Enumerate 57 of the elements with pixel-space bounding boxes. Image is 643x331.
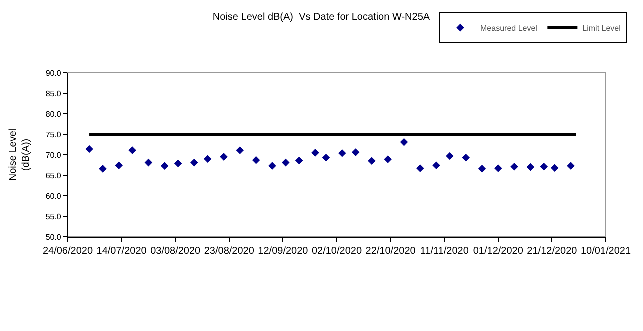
x-tick-label: 14/07/2020 — [96, 246, 148, 257]
point — [220, 153, 228, 161]
point — [282, 158, 290, 167]
y-tick-label: 80.0 — [46, 110, 62, 119]
point — [322, 154, 330, 162]
point — [510, 162, 518, 171]
y-tick-label: 50.0 — [46, 232, 62, 242]
point — [494, 164, 502, 172]
x-tick-label: 10/01/2021 — [580, 246, 632, 257]
y-axis-title: Noise Level (dB(A)) — [8, 128, 32, 182]
point — [338, 149, 346, 158]
point — [352, 148, 360, 156]
y-tick-label: 70.0 — [46, 150, 62, 160]
chart-title: Noise Level dB(A) Vs Date for Location W-N25A — [212, 12, 430, 24]
x-tick-label: 02/10/2020 — [312, 246, 362, 257]
point — [86, 145, 94, 154]
point — [144, 158, 153, 167]
point — [295, 156, 304, 165]
point — [462, 154, 470, 162]
point — [252, 156, 260, 164]
y-tick-label: 65.0 — [46, 171, 62, 180]
legend-label: Measured Level — [480, 24, 538, 33]
x-tick-label: 11/11/2020 — [420, 246, 470, 257]
point — [416, 164, 424, 172]
point — [128, 146, 136, 154]
y-tick-label: 75.0 — [46, 130, 62, 140]
point — [526, 163, 535, 172]
point — [368, 157, 376, 166]
x-tick-label: 12/09/2020 — [258, 246, 309, 257]
x-tick-label: 03/08/2020 — [150, 246, 202, 257]
point — [312, 149, 320, 157]
point — [190, 158, 198, 167]
x-tick-label: 21/12/2020 — [527, 246, 578, 257]
point — [115, 162, 124, 170]
x-tick-label: 22/10/2020 — [366, 246, 416, 257]
point — [550, 164, 559, 172]
x-tick-label: 01/12/2020 — [473, 246, 524, 257]
point — [174, 160, 182, 168]
point — [432, 162, 440, 170]
point — [478, 165, 486, 173]
point — [204, 155, 212, 163]
point — [446, 152, 454, 160]
point — [384, 156, 392, 164]
point — [540, 162, 548, 171]
y-tick-label: 60.0 — [46, 192, 62, 201]
point — [567, 162, 575, 170]
point — [400, 138, 408, 146]
x-tick-label: 23/08/2020 — [204, 246, 255, 257]
point — [160, 162, 169, 170]
y-tick-label: 85.0 — [46, 89, 62, 98]
y-tick-label: 90.0 — [46, 68, 62, 78]
point — [99, 165, 107, 173]
x-tick-label: 24/06/2020 — [42, 246, 94, 257]
point — [236, 146, 244, 154]
y-tick-label: 55.0 — [46, 212, 62, 222]
legend-label: Limit Level — [582, 24, 622, 33]
point — [268, 162, 276, 170]
